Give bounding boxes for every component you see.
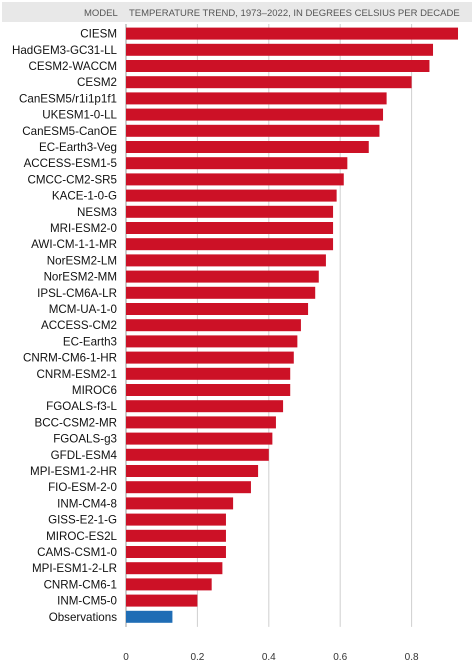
x-tick-label: 0.4 <box>262 652 276 663</box>
bar-model <box>126 303 309 315</box>
x-tick-label: 0.6 <box>333 652 347 663</box>
bar-model <box>126 141 369 153</box>
bar-model <box>126 546 226 558</box>
x-tick-label: 0.2 <box>190 652 204 663</box>
category-label: CNRM-CM6-1 <box>44 578 117 591</box>
category-label: ACCESS-CM2 <box>41 319 117 332</box>
category-label: MIROC-ES2L <box>46 530 117 543</box>
category-label: MIROC6 <box>72 384 117 397</box>
category-label: CAMS-CSM1-0 <box>37 546 117 559</box>
bar-model <box>126 60 430 72</box>
bar-model <box>126 238 334 251</box>
category-label: FIO-ESM-2-0 <box>48 481 117 494</box>
category-label: NESM3 <box>77 206 117 219</box>
bar-model <box>126 416 276 429</box>
category-label: FGOALS-f3-L <box>46 400 117 413</box>
bar-model <box>126 270 319 283</box>
category-label: MPI-ESM1-2-HR <box>30 465 117 478</box>
category-label: AWI-CM-1-1-MR <box>31 238 117 251</box>
bar-model <box>126 432 273 445</box>
bar-model <box>126 319 301 332</box>
category-label: NorESM2-MM <box>44 271 117 284</box>
bar-model <box>126 286 316 299</box>
category-label: BCC-CSM2-MR <box>35 416 117 429</box>
category-label: INM-CM4-8 <box>57 497 117 510</box>
category-label: KACE-1-0-G <box>52 190 117 203</box>
bar-model <box>126 124 380 137</box>
category-label: CanESM5/r1i1p1f1 <box>19 92 117 105</box>
bar-model <box>126 189 337 202</box>
category-label: ACCESS-ESM1-5 <box>24 157 117 170</box>
bar-model <box>126 76 412 89</box>
bar-observations <box>126 610 173 623</box>
category-label: CanESM5-CanOE <box>22 125 117 138</box>
bar-model <box>126 27 459 40</box>
bar-model <box>126 529 226 542</box>
header-model-label: MODEL <box>84 8 118 19</box>
bar-model <box>126 465 259 477</box>
category-label: Observations <box>49 611 118 624</box>
category-label: NorESM2-LM <box>47 254 117 267</box>
bar-model <box>126 92 387 105</box>
category-label: GISS-E2-1-G <box>48 514 117 527</box>
category-label: CESM2 <box>77 76 117 89</box>
category-label: EC-Earth3-Veg <box>39 141 117 154</box>
category-label: FGOALS-g3 <box>53 433 117 446</box>
bar-model <box>126 108 384 121</box>
bar-model <box>126 367 291 380</box>
x-tick-label: 0 <box>123 652 129 663</box>
category-label: MRI-ESM2-0 <box>50 222 117 235</box>
bars <box>126 27 459 623</box>
category-label: UKESM1-0-LL <box>42 109 117 122</box>
bar-model <box>126 562 223 575</box>
category-label: INM-CM5-0 <box>57 595 117 608</box>
bar-model <box>126 43 434 56</box>
category-label: CNRM-ESM2-1 <box>36 368 117 381</box>
bar-model <box>126 205 334 218</box>
bar-model <box>126 254 326 267</box>
category-label: CIESM <box>80 28 117 41</box>
x-tick-label: 0.8 <box>405 652 419 663</box>
bar-model <box>126 351 294 364</box>
bar-model <box>126 497 234 510</box>
bar-model <box>126 513 226 526</box>
bar-model <box>126 335 298 348</box>
bar-model <box>126 157 348 170</box>
category-label: GFDL-ESM4 <box>51 449 118 462</box>
category-label: HadGEM3-GC31-LL <box>12 44 118 57</box>
bar-model <box>126 222 334 234</box>
header-band <box>2 2 472 22</box>
bar-model <box>126 448 269 461</box>
bar-model <box>126 400 284 413</box>
bar-model <box>126 578 212 591</box>
chart-title: TEMPERATURE TREND, 1973–2022, IN DEGREES… <box>129 8 460 19</box>
category-label: EC-Earth3 <box>63 335 117 348</box>
bar-model <box>126 594 198 607</box>
category-label: CMCC-CM2-SR5 <box>27 173 117 186</box>
category-labels: CIESM HadGEM3-GC31-LL CESM2-WACCM CESM2 CanE… <box>12 28 118 624</box>
bar-model <box>126 384 291 396</box>
x-tick-labels: 0 0.2 0.4 0.6 0.8 <box>123 652 419 663</box>
category-label: IPSL-CM6A-LR <box>37 287 117 300</box>
category-label: MPI-ESM1-2-LR <box>32 562 117 575</box>
bar-model <box>126 481 251 494</box>
bar-model <box>126 173 344 186</box>
category-label: CESM2-WACCM <box>29 60 117 73</box>
category-label: MCM-UA-1-0 <box>49 303 117 316</box>
category-label: CNRM-CM6-1-HR <box>23 352 117 365</box>
